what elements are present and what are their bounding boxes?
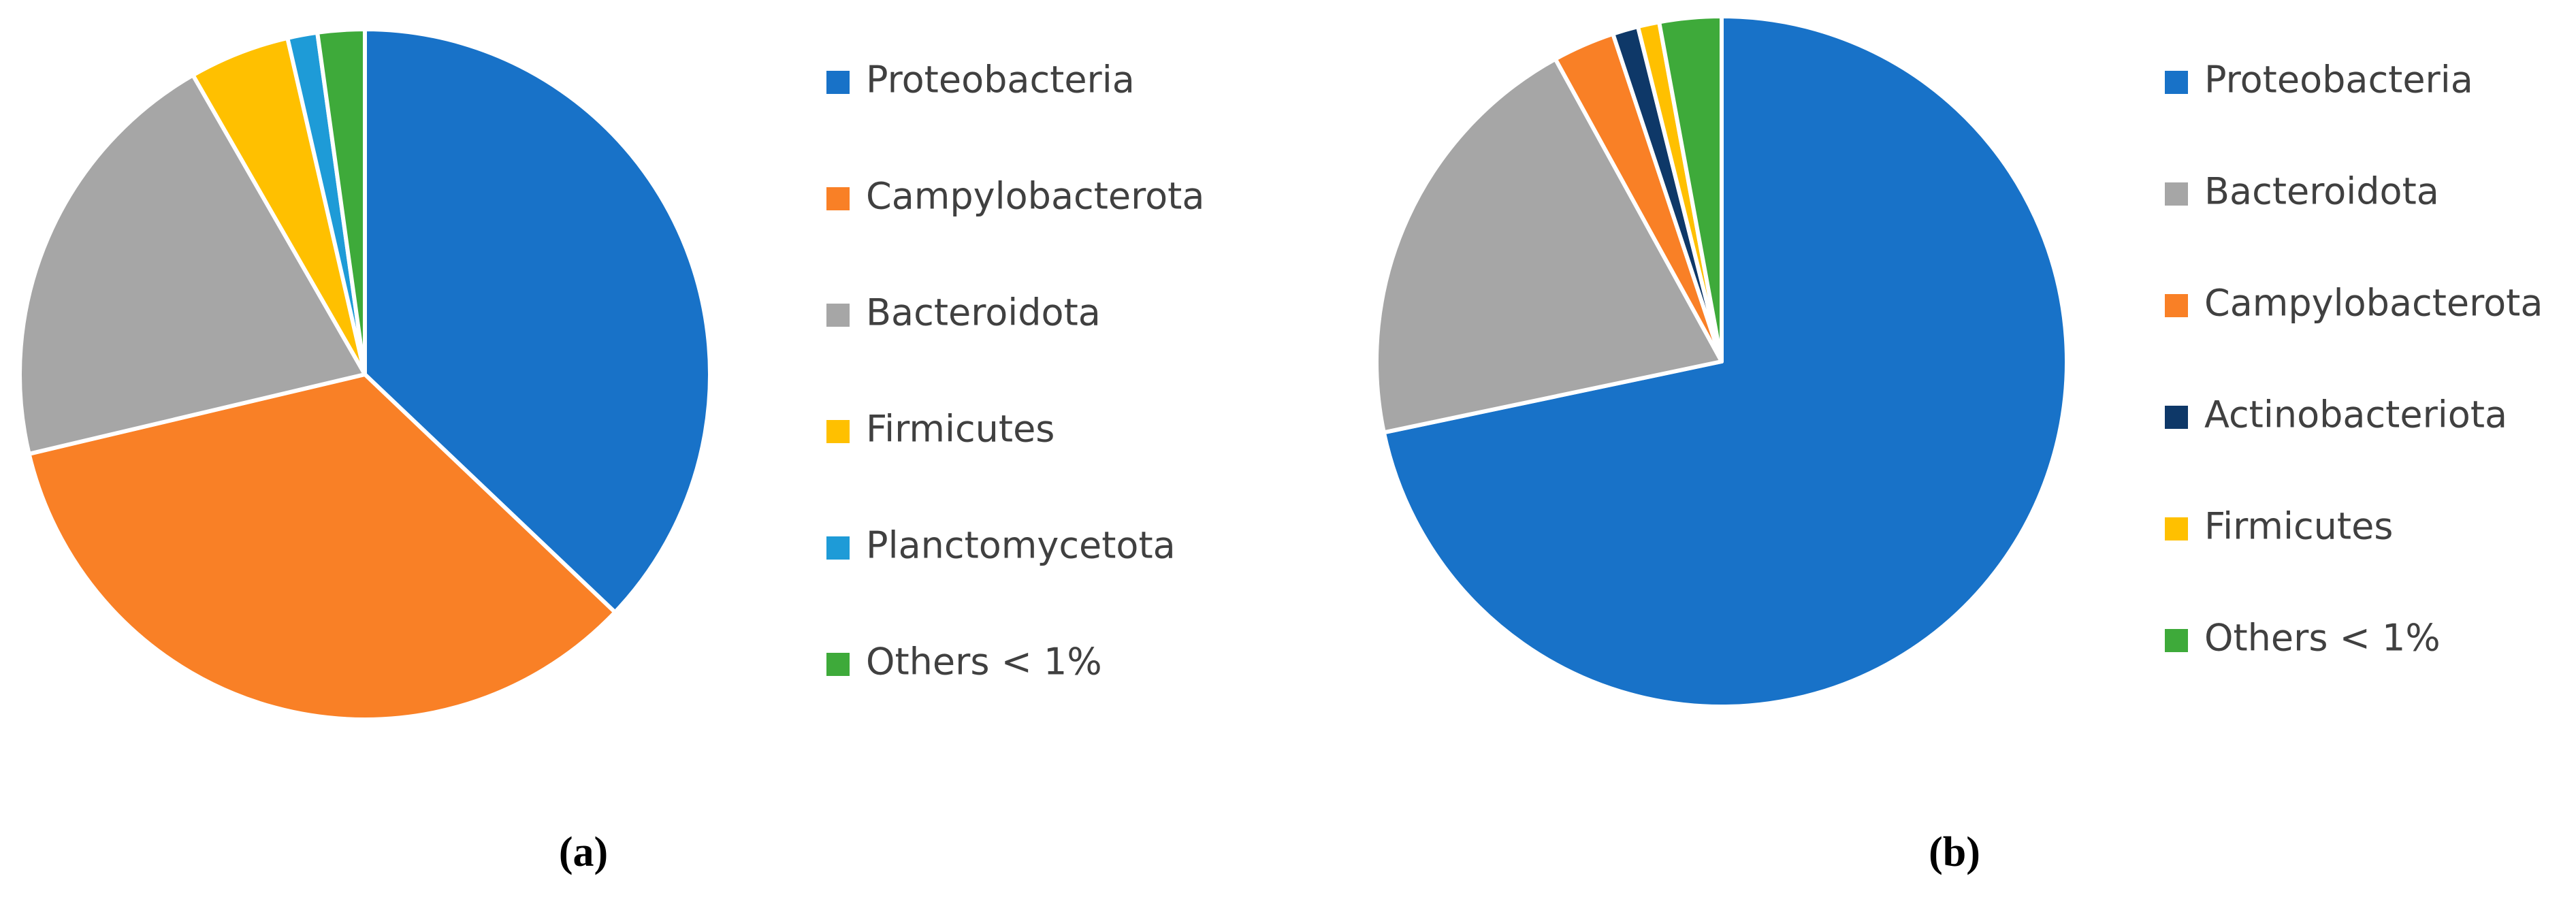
pie-slice (1657, 14, 1724, 364)
legend-label: Proteobacteria (2204, 59, 2473, 101)
legend-swatch (826, 420, 850, 443)
legend-swatch (826, 187, 850, 210)
legend-label: Actinobacteriota (2204, 393, 2507, 436)
legend-swatch (2165, 294, 2188, 317)
legend-label: Planctomycetota (866, 524, 1176, 567)
legend-label: Bacteroidota (2204, 170, 2439, 213)
legend-label: Firmicutes (2204, 505, 2393, 548)
legend-swatch (2165, 517, 2188, 540)
legend-swatch (826, 653, 850, 676)
panel-label: (b) (1929, 829, 1980, 875)
legend-label: Proteobacteria (866, 59, 1135, 101)
panel-label: (a) (559, 829, 608, 875)
pie-slice (18, 73, 367, 456)
legend-label: Bacteroidota (866, 291, 1101, 334)
pie-slice (315, 27, 367, 376)
pie-slice (363, 27, 712, 615)
pie-slice (27, 372, 617, 722)
legend-label: Others < 1% (2204, 617, 2441, 660)
legend-swatch (2165, 406, 2188, 429)
legend-label: Firmicutes (866, 408, 1054, 451)
legend-swatch (2165, 629, 2188, 652)
legend-swatch (826, 304, 850, 327)
pie-slice (1374, 56, 1724, 435)
legend-label: Campylobacterota (866, 175, 1204, 218)
legend-swatch (826, 536, 850, 560)
legend-label: Campylobacterota (2204, 282, 2543, 325)
legend-swatch (826, 71, 850, 94)
pie-slice (1381, 14, 2069, 709)
legend-label: Others < 1% (866, 641, 1102, 683)
legend-swatch (2165, 71, 2188, 94)
legend-swatch (2165, 182, 2188, 206)
